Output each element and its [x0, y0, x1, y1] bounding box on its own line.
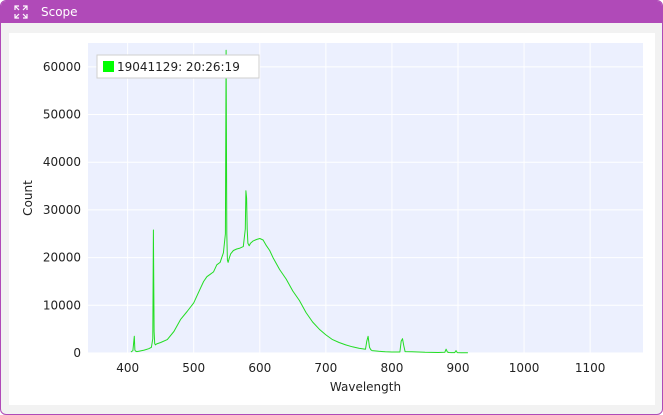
- y-tick-label: 0: [73, 346, 81, 360]
- y-tick-label: 30000: [43, 203, 81, 217]
- x-axis-title: Wavelength: [330, 380, 401, 394]
- legend-label: 19041129: 20:26:19: [117, 60, 240, 74]
- x-axis: 400 500 600 700 800 900 1000 1100: [116, 361, 605, 375]
- legend-box: [96, 54, 260, 79]
- x-tick-label: 1100: [575, 361, 606, 375]
- legend: 19041129: 20:26:19: [96, 54, 260, 79]
- grid-lines: [88, 43, 643, 354]
- y-axis-title: Count: [21, 180, 35, 216]
- y-tick-label: 50000: [43, 108, 81, 122]
- y-tick-label: 20000: [43, 251, 81, 265]
- y-tick-label: 10000: [43, 298, 81, 312]
- title-bar: Scope: [1, 1, 662, 23]
- y-axis: 0 10000 20000 30000 40000 50000 60000: [43, 60, 81, 360]
- x-tick-label: 400: [116, 361, 139, 375]
- x-tick-label: 500: [182, 361, 205, 375]
- y-tick-label: 40000: [43, 155, 81, 169]
- series-line: [130, 49, 468, 354]
- x-tick-label: 600: [248, 361, 271, 375]
- chart-panel: 400 500 600 700 800 900 1000 1100 0 10000 20000 30…: [9, 33, 655, 405]
- legend-swatch: [103, 61, 114, 72]
- spectrum-chart: 400 500 600 700 800 900 1000 1100 0 10000 20000 30…: [21, 43, 643, 394]
- x-tick-label: 1000: [509, 361, 540, 375]
- y-tick-label: 60000: [43, 60, 81, 74]
- x-tick-label: 700: [314, 361, 337, 375]
- plot-area: [88, 43, 643, 353]
- window-title: Scope: [41, 5, 78, 19]
- expand-icon[interactable]: [14, 5, 28, 19]
- series-layer: [130, 49, 468, 354]
- x-tick-label: 900: [447, 361, 470, 375]
- x-tick-label: 800: [380, 361, 403, 375]
